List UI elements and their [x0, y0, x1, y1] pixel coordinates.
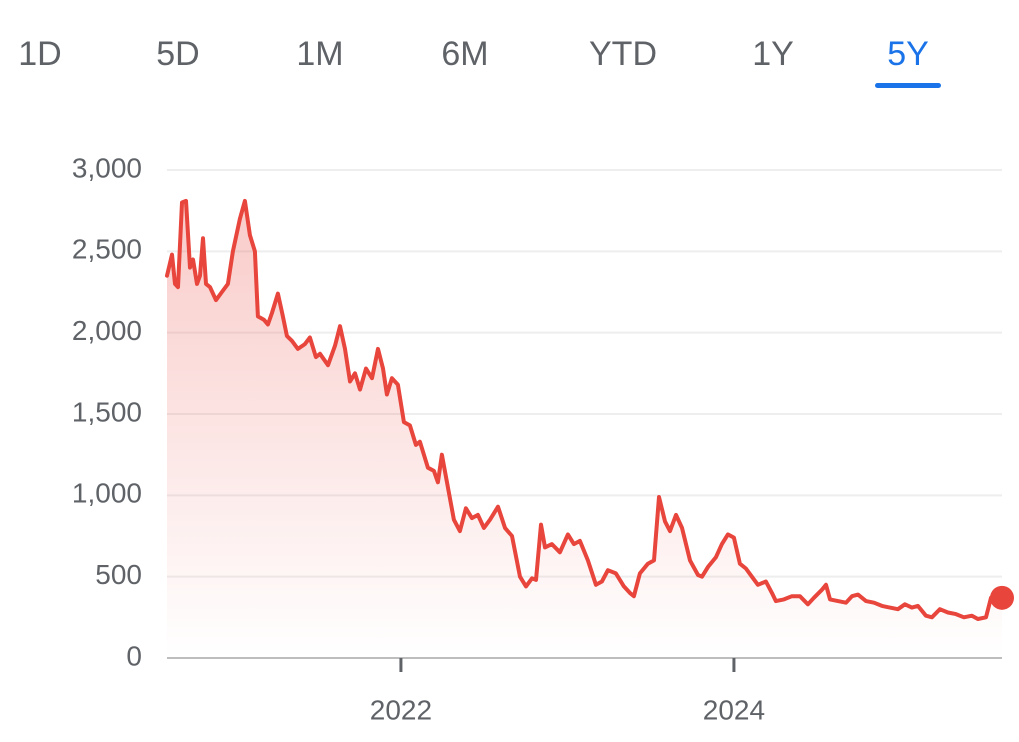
x-tick-label: 2024 — [703, 694, 765, 725]
time-range-tab[interactable]: 1D — [18, 35, 61, 73]
y-tick-label: 1,500 — [72, 396, 142, 427]
current-price-dot — [990, 585, 1014, 610]
price-line — [165, 198, 1004, 621]
y-tick-label: 3,000 — [72, 152, 142, 183]
y-tick-label: 2,500 — [72, 234, 142, 265]
selected-tab-indicator — [875, 83, 941, 88]
y-tick-label: 2,000 — [72, 315, 142, 346]
price-area — [167, 200, 1002, 658]
y-tick-label: 1,000 — [72, 478, 142, 509]
y-tick-label: 0 — [126, 640, 142, 671]
time-range-tab[interactable]: 1Y — [752, 35, 794, 73]
time-range-tab[interactable]: YTD — [589, 35, 657, 73]
time-range-tab[interactable]: 5D — [156, 35, 199, 73]
time-range-tab[interactable]: 5Y — [887, 35, 929, 73]
time-range-tab[interactable]: 1M — [296, 35, 343, 73]
y-tick-label: 500 — [95, 559, 142, 590]
x-tick-label: 2022 — [370, 694, 432, 725]
time-range-tab[interactable]: 6M — [441, 35, 488, 73]
